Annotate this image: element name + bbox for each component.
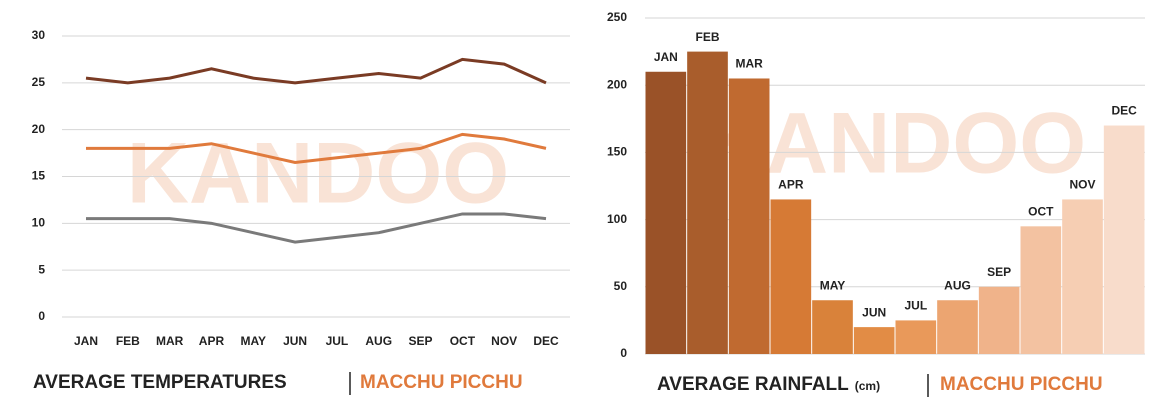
y-tick-label: 20 xyxy=(32,122,46,136)
x-tick-label: MAY xyxy=(240,334,266,348)
bar xyxy=(853,327,895,354)
bar xyxy=(1062,199,1103,354)
y-tick-label: 50 xyxy=(614,279,628,293)
bar xyxy=(645,71,687,354)
line-series xyxy=(86,132,547,164)
bar xyxy=(770,199,812,354)
y-tick-label: 0 xyxy=(38,309,45,323)
bar-label: AUG xyxy=(944,278,971,292)
x-tick-label: FEB xyxy=(116,334,140,348)
bar-label: FEB xyxy=(696,30,720,44)
y-tick-label: 150 xyxy=(607,145,627,159)
bar-label: MAY xyxy=(820,278,846,292)
bar xyxy=(728,78,770,354)
y-tick-label: 250 xyxy=(607,10,627,24)
bar-label: SEP xyxy=(987,265,1011,279)
chart-title: AVERAGE TEMPERATURES xyxy=(33,372,287,393)
x-tick-label: DEC xyxy=(533,334,559,348)
bar xyxy=(978,286,1020,354)
bar-label: NOV xyxy=(1069,178,1095,192)
x-tick-label: JAN xyxy=(74,334,98,348)
y-tick-label: 15 xyxy=(32,169,46,183)
x-tick-label: JUL xyxy=(326,334,349,348)
bar xyxy=(937,300,978,354)
bar xyxy=(1020,226,1062,354)
x-tick-label: MAR xyxy=(156,334,184,348)
y-tick-label: 10 xyxy=(32,216,46,230)
y-tick-label: 200 xyxy=(607,77,627,91)
x-tick-label: JUN xyxy=(283,334,307,348)
bar-label: OCT xyxy=(1028,204,1054,218)
bar-label: DEC xyxy=(1111,104,1137,118)
bar xyxy=(895,320,937,354)
chart-unit: (cm) xyxy=(855,379,880,393)
bar-label: APR xyxy=(778,178,804,192)
bar-label: JAN xyxy=(654,50,678,64)
bar-label: JUL xyxy=(904,299,927,313)
bar-label: MAR xyxy=(736,57,764,71)
bar xyxy=(812,300,853,354)
y-tick-label: 30 xyxy=(32,28,46,42)
x-tick-label: APR xyxy=(199,334,225,348)
line-series xyxy=(86,212,547,244)
bar xyxy=(1103,125,1145,355)
x-tick-label: NOV xyxy=(491,334,517,348)
line-series xyxy=(85,57,547,85)
chart-title: AVERAGE RAINFALL xyxy=(657,374,849,395)
chart-subtitle: MACCHU PICCHU xyxy=(940,374,1103,395)
bar xyxy=(687,51,728,354)
x-tick-label: SEP xyxy=(409,334,433,348)
watermark: KANDOO xyxy=(127,126,509,222)
y-tick-label: 25 xyxy=(32,75,46,89)
x-tick-label: AUG xyxy=(365,334,392,348)
y-tick-label: 5 xyxy=(38,262,45,276)
chart-subtitle: MACCHU PICCHU xyxy=(360,372,523,393)
x-tick-label: OCT xyxy=(450,334,476,348)
bar-label: JUN xyxy=(862,305,886,319)
y-tick-label: 0 xyxy=(620,346,627,360)
y-tick-label: 100 xyxy=(607,212,627,226)
